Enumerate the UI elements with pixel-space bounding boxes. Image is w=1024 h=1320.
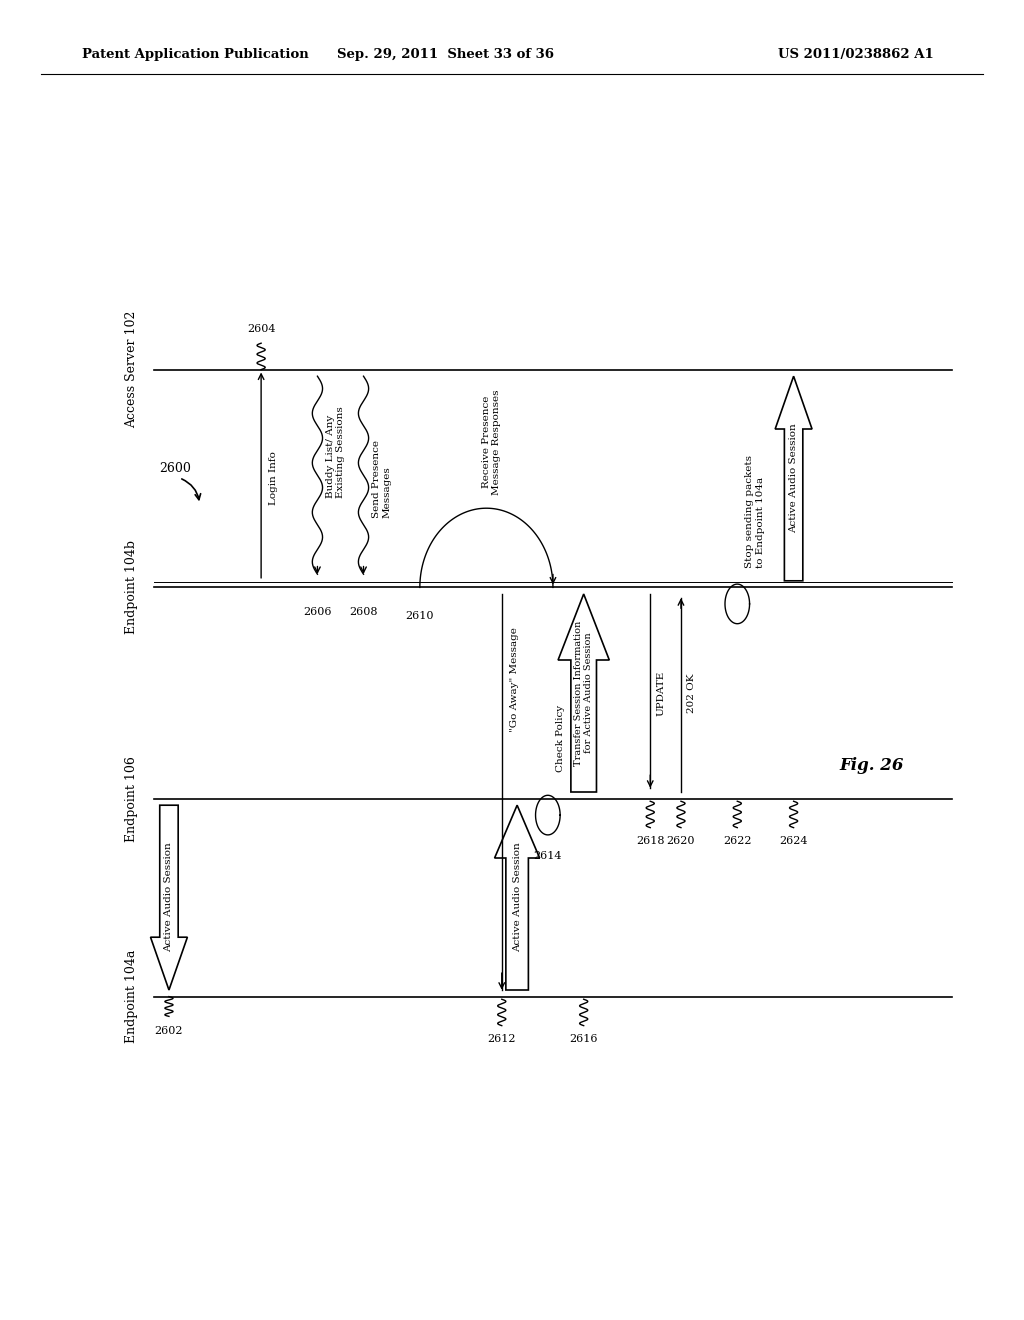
Text: 2614: 2614 xyxy=(534,851,562,862)
Text: Login Info: Login Info xyxy=(269,451,279,506)
Text: UPDATE: UPDATE xyxy=(656,671,666,715)
Text: Fig. 26: Fig. 26 xyxy=(840,758,904,774)
Text: Endpoint 106: Endpoint 106 xyxy=(125,755,138,842)
Text: Active Audio Session: Active Audio Session xyxy=(790,424,798,533)
Text: 2616: 2616 xyxy=(569,1034,598,1044)
Text: 2624: 2624 xyxy=(779,836,808,846)
Text: Stop sending packets
to Endpoint 104a: Stop sending packets to Endpoint 104a xyxy=(745,454,765,568)
Text: Sep. 29, 2011  Sheet 33 of 36: Sep. 29, 2011 Sheet 33 of 36 xyxy=(337,48,554,61)
Text: 2618: 2618 xyxy=(636,836,665,846)
Text: US 2011/0238862 A1: US 2011/0238862 A1 xyxy=(778,48,934,61)
Text: Transfer Session Information
for Active Audio Session: Transfer Session Information for Active … xyxy=(574,620,593,766)
Text: 2600: 2600 xyxy=(159,462,190,475)
Text: Patent Application Publication: Patent Application Publication xyxy=(82,48,308,61)
Text: Buddy List/ Any
Existing Sessions: Buddy List/ Any Existing Sessions xyxy=(326,407,345,498)
Text: 2622: 2622 xyxy=(723,836,752,846)
Text: Active Audio Session: Active Audio Session xyxy=(513,842,521,953)
Text: "Go Away" Message: "Go Away" Message xyxy=(510,627,519,733)
Text: 2610: 2610 xyxy=(406,611,434,622)
Text: 2604: 2604 xyxy=(247,323,275,334)
Text: Endpoint 104b: Endpoint 104b xyxy=(125,540,138,635)
Text: Receive Presence
Message Responses: Receive Presence Message Responses xyxy=(482,389,501,495)
Text: 2606: 2606 xyxy=(303,607,332,618)
Text: 2602: 2602 xyxy=(155,1026,183,1036)
Text: 2612: 2612 xyxy=(487,1034,516,1044)
Text: Check Policy: Check Policy xyxy=(556,705,565,772)
Text: Access Server 102: Access Server 102 xyxy=(125,312,138,428)
Text: Send Presence
Messages: Send Presence Messages xyxy=(372,440,391,517)
Text: 202 OK: 202 OK xyxy=(687,673,696,713)
Text: 2608: 2608 xyxy=(349,607,378,618)
Text: Endpoint 104a: Endpoint 104a xyxy=(125,950,138,1043)
Text: Active Audio Session: Active Audio Session xyxy=(165,842,173,953)
Text: 2620: 2620 xyxy=(667,836,695,846)
